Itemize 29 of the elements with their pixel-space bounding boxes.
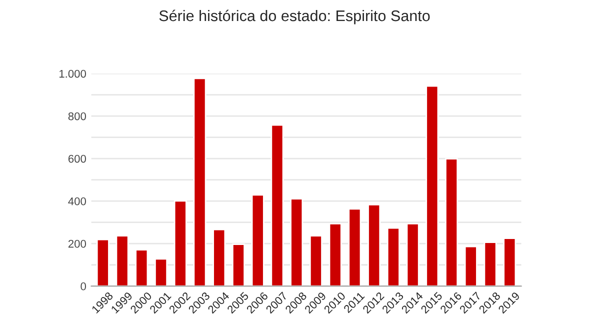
bar xyxy=(503,238,516,286)
bar xyxy=(309,235,322,286)
y-tick-label: 1.000 xyxy=(59,70,86,78)
bar xyxy=(348,208,362,286)
bar xyxy=(368,204,381,286)
bar xyxy=(290,198,304,286)
bar xyxy=(270,124,284,286)
bar xyxy=(174,200,187,286)
bar xyxy=(445,158,458,286)
bar xyxy=(232,244,245,286)
bar xyxy=(484,242,497,286)
bar xyxy=(212,228,226,286)
bar xyxy=(426,85,439,286)
bar xyxy=(116,235,129,286)
chart-title: Série histórica do estado: Espirito Santo xyxy=(159,10,430,24)
bar xyxy=(154,258,168,286)
bar xyxy=(193,78,206,286)
y-tick-label: 600 xyxy=(68,154,86,163)
y-tick-label: 400 xyxy=(68,197,86,206)
bar xyxy=(251,194,264,286)
bar xyxy=(328,222,342,286)
y-tick-label: 200 xyxy=(68,240,86,248)
bar xyxy=(135,249,148,286)
bar xyxy=(464,246,478,286)
y-tick-label: 0 xyxy=(80,282,86,290)
y-tick-label: 800 xyxy=(68,112,86,120)
bar xyxy=(96,238,110,286)
bar xyxy=(386,227,400,286)
bar xyxy=(406,222,420,286)
